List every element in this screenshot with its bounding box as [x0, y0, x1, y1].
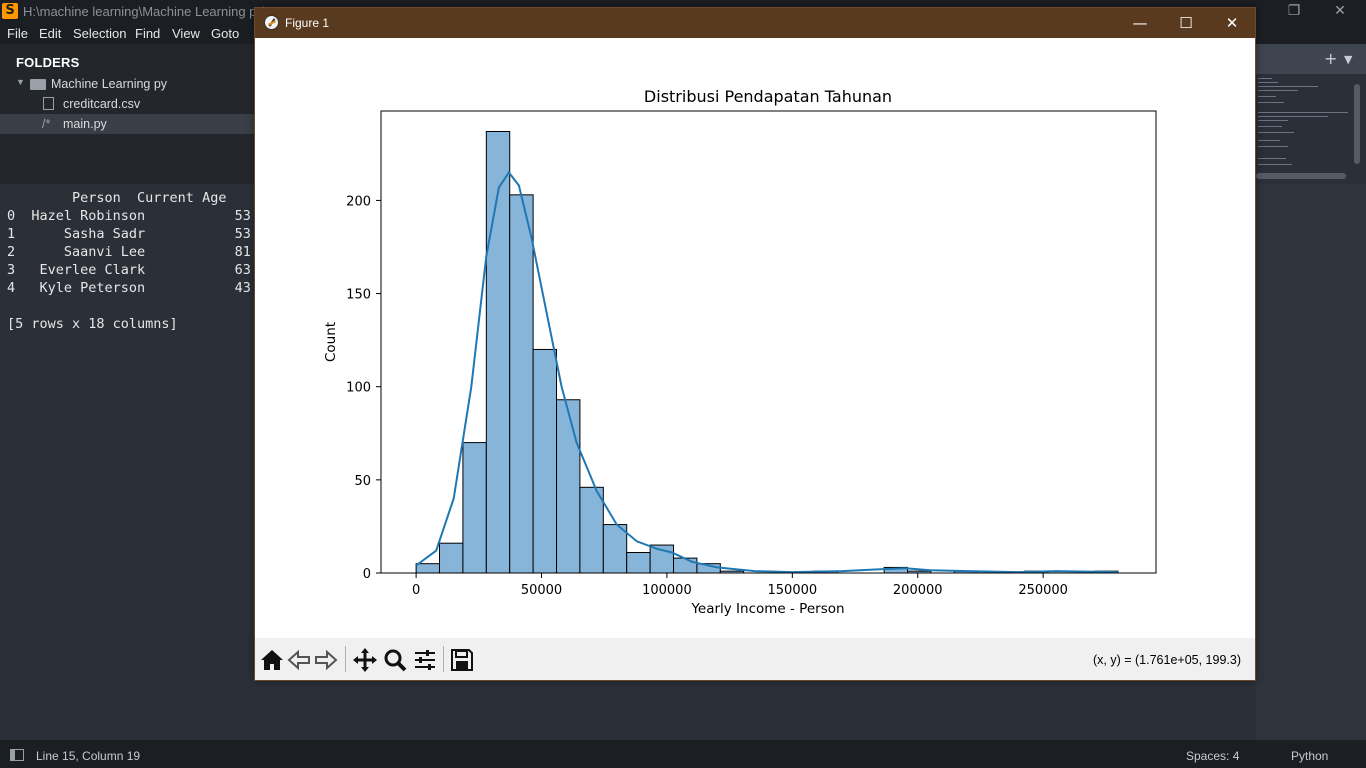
- sidebar-file-creditcard[interactable]: creditcard.csv: [0, 94, 256, 114]
- pan-icon[interactable]: [352, 647, 378, 673]
- maximize-icon[interactable]: ☐: [1179, 14, 1193, 32]
- menu-view[interactable]: View: [172, 26, 200, 41]
- cursor-coordinates: (x, y) = (1.761e+05, 199.3): [1092, 653, 1241, 667]
- zoom-icon[interactable]: [382, 647, 408, 673]
- restore-icon[interactable]: ❐: [1287, 3, 1301, 19]
- menu-goto[interactable]: Goto: [211, 26, 240, 41]
- console-line: 0 Hazel Robinson 53: [7, 208, 251, 224]
- console-line: 3 Everlee Clark 63: [7, 262, 251, 278]
- chart-title: Distribusi Pendapatan Tahunan: [644, 87, 892, 106]
- histogram-bar: [626, 552, 651, 574]
- editor-right-pane: + ▼: [1256, 44, 1366, 184]
- y-tick-label: 100: [346, 381, 371, 396]
- minimize-icon[interactable]: —: [1132, 14, 1148, 32]
- sidebar-header: FOLDERS: [16, 55, 80, 70]
- close-icon[interactable]: ✕: [1334, 3, 1346, 19]
- y-axis-ticks: 0 50 100 150 200: [346, 194, 381, 582]
- horizontal-scrollbar[interactable]: [1256, 173, 1346, 179]
- x-tick-label: 0: [412, 583, 420, 598]
- console-line: Person Current Age: [7, 190, 227, 206]
- histogram-bar: [439, 542, 464, 574]
- y-axis-label: Count: [323, 322, 339, 362]
- x-axis-label: Yearly Income - Person: [690, 601, 844, 617]
- cursor-position: Line 15, Column 19: [36, 749, 141, 763]
- y-tick-label: 150: [346, 288, 371, 303]
- forward-arrow-icon[interactable]: [313, 647, 339, 673]
- code-file-icon: /*: [42, 117, 51, 131]
- kde-line: [415, 170, 1119, 574]
- plot-canvas[interactable]: Distribusi Pendapatan Tahunan 0 50000 1000…: [255, 38, 1255, 638]
- menu-edit[interactable]: Edit: [39, 26, 62, 41]
- tab-list-icon[interactable]: ▼: [1344, 53, 1353, 66]
- tab-strip: + ▼: [1256, 44, 1366, 74]
- figure-titlebar: Figure 1 — ☐ ✕: [255, 8, 1255, 38]
- minimap[interactable]: [1256, 74, 1366, 184]
- syntax-language[interactable]: Python: [1291, 749, 1329, 763]
- panel-toggle-icon[interactable]: [10, 749, 24, 761]
- histogram-bar: [462, 442, 487, 574]
- save-icon[interactable]: [449, 647, 475, 673]
- console-line: 1 Sasha Sadr 53: [7, 226, 251, 242]
- new-tab-icon[interactable]: +: [1324, 49, 1338, 68]
- x-tick-label: 250000: [1018, 583, 1068, 598]
- sidebar-file-main[interactable]: /* main.py: [0, 114, 256, 134]
- indentation-setting[interactable]: Spaces: 4: [1186, 749, 1240, 763]
- close-icon[interactable]: ✕: [1225, 14, 1239, 32]
- histogram-bar: [579, 486, 604, 574]
- histogram-chart: Distribusi Pendapatan Tahunan 0 50000 1000…: [323, 87, 1157, 617]
- build-output-console[interactable]: Person Current Age 0 Hazel Robinson 53 1…: [0, 184, 256, 740]
- y-tick-label: 50: [354, 474, 371, 489]
- file-icon: [43, 97, 54, 110]
- console-line: 2 Saanvi Lee 81: [7, 244, 251, 260]
- histogram-bar: [556, 399, 581, 574]
- x-tick-label: 50000: [521, 583, 562, 598]
- x-tick-label: 100000: [642, 583, 692, 598]
- editor-output-area: [1256, 184, 1366, 740]
- menu-file[interactable]: File: [7, 26, 28, 41]
- console-line: [5 rows x 18 columns]: [7, 316, 178, 332]
- x-axis-ticks: 0 50000 100000 150000 200000 250000: [412, 573, 1068, 598]
- folder-icon: [30, 79, 46, 90]
- axes-frame: [380, 110, 1157, 574]
- y-tick-label: 200: [346, 194, 371, 209]
- figure-title: Figure 1: [285, 16, 330, 30]
- menu-find[interactable]: Find: [135, 26, 161, 41]
- x-tick-label: 150000: [768, 583, 818, 598]
- histogram-bar: [415, 563, 441, 574]
- histogram-bar: [509, 194, 534, 574]
- histogram-bar: [602, 524, 628, 574]
- file-label: main.py: [63, 117, 107, 131]
- configure-subplots-icon[interactable]: [412, 647, 438, 673]
- figure-window: Figure 1 — ☐ ✕ Distribusi Pendapatan Tah…: [254, 7, 1256, 681]
- back-arrow-icon[interactable]: [286, 647, 312, 673]
- menu-selection[interactable]: Selection: [73, 26, 127, 41]
- matplotlib-icon: [264, 15, 279, 30]
- figure-toolbar: (x, y) = (1.761e+05, 199.3): [255, 638, 1255, 680]
- sidebar-folder[interactable]: ▼ Machine Learning py: [0, 74, 256, 94]
- sublime-logo-icon: S: [2, 3, 18, 19]
- folder-label: Machine Learning py: [51, 77, 168, 91]
- home-icon[interactable]: [259, 647, 285, 673]
- chevron-down-icon: ▼: [16, 77, 25, 87]
- file-label: creditcard.csv: [63, 97, 141, 111]
- console-line: 4 Kyle Peterson 43: [7, 280, 251, 296]
- status-bar: Line 15, Column 19 Spaces: 4 Python: [0, 740, 1366, 768]
- editor-title: H:\machine learning\Machine Learning py\: [23, 4, 267, 19]
- histogram-bar: [532, 348, 558, 574]
- x-tick-label: 200000: [893, 583, 943, 598]
- y-tick-label: 0: [363, 567, 371, 582]
- vertical-scrollbar[interactable]: [1354, 84, 1360, 164]
- histogram-bar: [673, 557, 698, 574]
- sidebar: FOLDERS ▼ Machine Learning py creditcard…: [0, 44, 256, 184]
